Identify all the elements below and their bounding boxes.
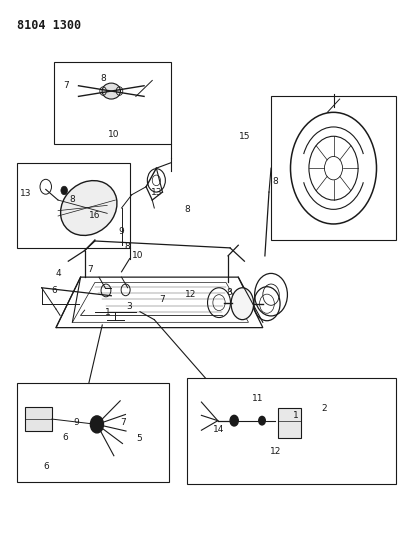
Ellipse shape	[60, 181, 117, 236]
Text: 1: 1	[293, 411, 298, 420]
Text: 9: 9	[74, 418, 79, 427]
Text: 7: 7	[63, 81, 69, 90]
Bar	[278, 408, 301, 438]
Text: 6: 6	[51, 286, 57, 295]
Text: 4: 4	[55, 270, 61, 278]
Text: 1: 1	[105, 308, 111, 317]
Circle shape	[230, 415, 238, 426]
Text: 8104 1300: 8104 1300	[17, 19, 81, 33]
Text: 7: 7	[159, 295, 165, 304]
Text: 3: 3	[126, 302, 132, 311]
Bar	[187, 378, 396, 484]
Bar	[25, 407, 52, 431]
Text: 7: 7	[121, 418, 127, 427]
Text: 6: 6	[62, 433, 68, 442]
Text: 4: 4	[96, 423, 102, 432]
Text: 8: 8	[69, 195, 75, 204]
Text: 9: 9	[119, 227, 125, 236]
Bar	[54, 62, 171, 144]
Text: 6: 6	[43, 463, 48, 471]
Circle shape	[90, 416, 104, 433]
Text: 14: 14	[213, 425, 224, 434]
Bar	[17, 383, 169, 482]
Text: 12: 12	[185, 290, 196, 299]
Circle shape	[61, 186, 67, 195]
Text: 8: 8	[272, 177, 278, 186]
Text: 16: 16	[89, 211, 101, 220]
Text: 8: 8	[125, 242, 131, 251]
Text: 15: 15	[239, 132, 250, 141]
Text: 11: 11	[252, 394, 264, 403]
Circle shape	[259, 416, 266, 425]
Text: 7: 7	[87, 265, 93, 274]
Text: 10: 10	[108, 130, 119, 139]
Text: 5: 5	[136, 434, 142, 443]
Text: 12: 12	[270, 447, 282, 456]
Text: 8: 8	[226, 287, 232, 296]
Text: 8: 8	[100, 74, 106, 83]
Text: 10: 10	[132, 252, 144, 260]
Ellipse shape	[231, 288, 254, 320]
Text: 2: 2	[321, 405, 327, 414]
Ellipse shape	[102, 83, 120, 99]
Text: 13: 13	[20, 189, 32, 198]
Text: 13: 13	[150, 188, 162, 197]
Bar	[271, 96, 396, 240]
Text: 8: 8	[184, 205, 190, 214]
Bar	[17, 163, 130, 248]
